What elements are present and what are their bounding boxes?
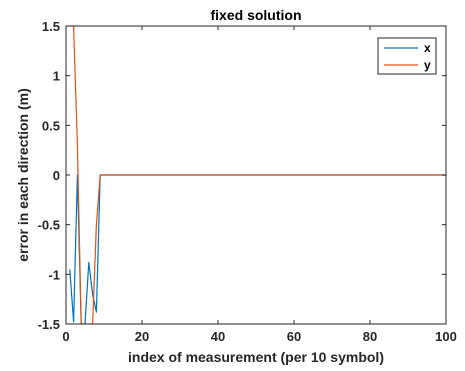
x-tick-label: 100 xyxy=(435,329,457,344)
series-layer xyxy=(69,26,446,324)
x-tick-label: 40 xyxy=(211,329,225,344)
plot-box xyxy=(65,25,447,325)
y-tick-label: 0 xyxy=(53,168,60,183)
y-tick-label: -1 xyxy=(48,267,60,282)
y-axis-title: error in each direction (m) xyxy=(15,88,31,261)
series-line-y xyxy=(69,26,446,324)
y-tick-label: 1 xyxy=(53,69,60,84)
y-tick-label: 1.5 xyxy=(42,19,60,34)
x-tick-label: 0 xyxy=(62,329,69,344)
legend-label-x: x xyxy=(424,41,431,55)
x-axis-title: index of measurement (per 10 symbol) xyxy=(128,349,384,365)
chart-title: fixed solution xyxy=(211,7,302,23)
y-tick-label: -1.5 xyxy=(38,317,60,332)
legend-box xyxy=(377,37,437,75)
legend: x y xyxy=(377,37,437,75)
x-tick-label: 60 xyxy=(287,329,301,344)
y-tick-label: -0.5 xyxy=(38,218,60,233)
x-tick-label: 20 xyxy=(135,329,149,344)
legend-label-y: y xyxy=(424,58,431,72)
y-tick-label: 0.5 xyxy=(42,118,60,133)
x-tick-label: 80 xyxy=(363,329,377,344)
